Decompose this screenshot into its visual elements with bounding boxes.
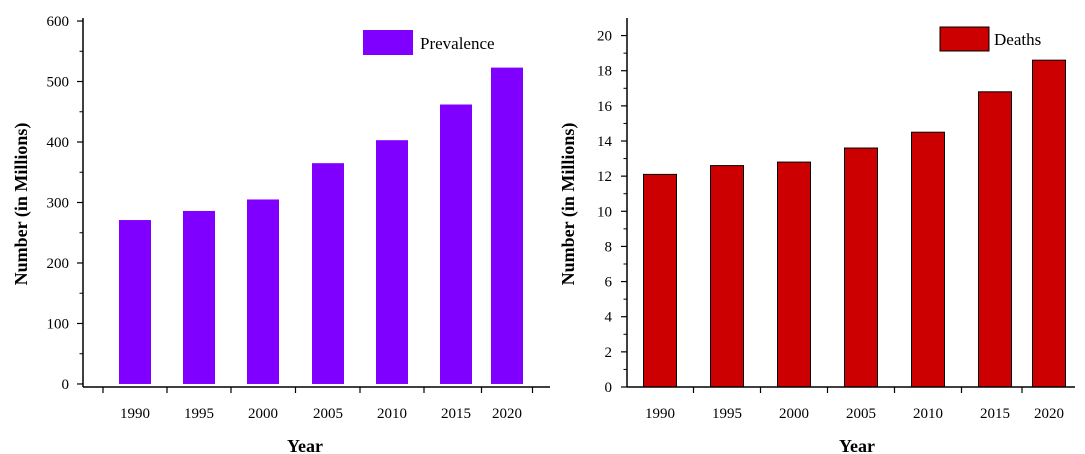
prevalence-bar-1990: [119, 220, 151, 384]
deaths-y-tick-label: 18: [597, 64, 612, 80]
deaths-y-tick-label: 4: [605, 310, 613, 326]
deaths-bar-2005: [844, 147, 878, 388]
prevalence-x-tick-label: 2010: [377, 406, 407, 422]
deaths-x-tick-label: 1995: [712, 406, 742, 422]
prevalence-bar-2015: [440, 104, 472, 384]
deaths-y-tick-label: 20: [597, 29, 612, 45]
prevalence-x-tick-label: 2020: [492, 406, 522, 422]
deaths-bar-1995: [710, 165, 744, 388]
prevalence-bar-1995: [183, 210, 215, 384]
deaths-x-tick-label: 2005: [846, 406, 876, 422]
deaths-x-tick-label: 2010: [913, 406, 943, 422]
prevalence-y-tick-label: 0: [62, 377, 70, 393]
deaths-bar-1990: [643, 173, 677, 388]
deaths-y-tick-label: 14: [597, 134, 613, 150]
prevalence-y-axis-title: Number (in Millions): [11, 123, 32, 286]
deaths-y-tick-label: 2: [605, 345, 613, 361]
deaths-y-tick-label: 6: [605, 275, 613, 291]
deaths-y-tick-label: 12: [597, 169, 612, 185]
prevalence-legend-label: Prevalence: [420, 34, 495, 53]
prevalence-y-tick-label: 100: [47, 316, 70, 332]
prevalence-x-tick-label: 2015: [441, 406, 471, 422]
prevalence-bar-2005: [312, 163, 344, 384]
deaths-legend-label: Deaths: [994, 30, 1041, 49]
prevalence-x-axis-title: Year: [287, 436, 323, 454]
deaths-y-tick-label: 8: [605, 239, 613, 255]
deaths-x-tick-label: 1990: [645, 406, 675, 422]
prevalence-x-tick-label: 1990: [120, 406, 150, 422]
prevalence-chart: 0 100 200 300 400 500 600 1990 1995 2000 2005 2010 2…: [11, 14, 550, 454]
deaths-bar-2010: [911, 131, 945, 388]
prevalence-x-tick-label: 2005: [313, 406, 343, 422]
prevalence-legend-swatch: [363, 30, 413, 55]
prevalence-y-tick-label: 300: [47, 196, 70, 212]
prevalence-y-tick-label: 400: [47, 135, 70, 151]
deaths-legend-swatch: [939, 26, 990, 52]
deaths-x-tick-label: 2000: [779, 406, 809, 422]
deaths-y-tick-label: 16: [597, 99, 613, 115]
deaths-bar-2020: [1032, 59, 1066, 388]
prevalence-y-tick-label: 200: [47, 256, 70, 272]
deaths-y-tick-label: 0: [605, 380, 613, 396]
prevalence-y-tick-label: 600: [47, 14, 70, 30]
prevalence-x-tick-label: 2000: [248, 406, 278, 422]
deaths-bar-2015: [978, 91, 1012, 388]
prevalence-bar-2000: [247, 199, 279, 384]
deaths-bar-2000: [777, 161, 811, 388]
deaths-x-tick-label: 2020: [1034, 406, 1064, 422]
deaths-y-axis-title: Number (in Millions): [558, 123, 579, 286]
deaths-chart: 0 2 4 6 8 10 12 14 16 18 20 1990 1995 2000 2005 2010 201…: [558, 18, 1075, 454]
prevalence-y-tick-label: 500: [47, 75, 70, 91]
prevalence-x-tick-label: 1995: [184, 406, 214, 422]
deaths-x-axis-title: Year: [839, 436, 875, 454]
prevalence-bar-2020: [491, 67, 523, 384]
deaths-y-tick-label: 10: [597, 204, 612, 220]
deaths-x-tick-label: 2015: [980, 406, 1010, 422]
prevalence-bar-2010: [376, 140, 408, 384]
